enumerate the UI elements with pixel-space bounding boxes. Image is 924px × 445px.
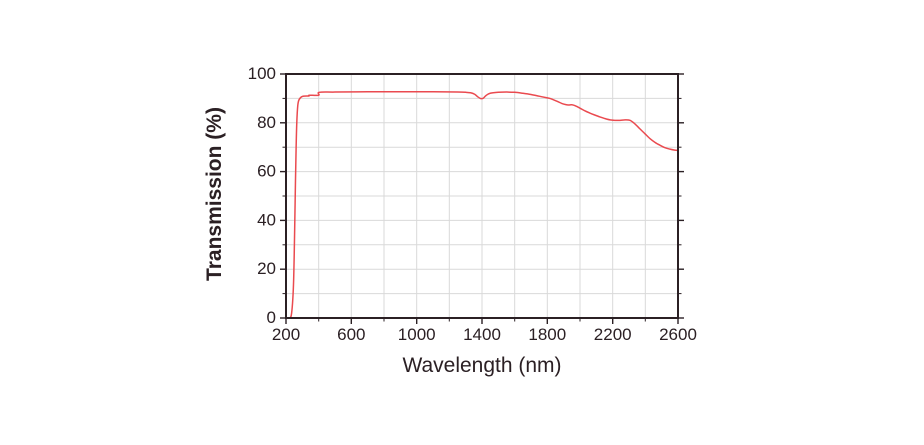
svg-text:1800: 1800: [528, 325, 566, 344]
svg-text:20: 20: [257, 259, 276, 278]
svg-text:200: 200: [272, 325, 300, 344]
svg-text:40: 40: [257, 210, 276, 229]
svg-text:Wavelength (nm): Wavelength (nm): [402, 354, 561, 377]
svg-text:80: 80: [257, 113, 276, 132]
svg-text:2200: 2200: [594, 325, 632, 344]
svg-text:1400: 1400: [463, 325, 501, 344]
svg-text:60: 60: [257, 162, 276, 181]
svg-text:600: 600: [337, 325, 365, 344]
svg-text:100: 100: [248, 64, 276, 83]
svg-text:Transmission (%): Transmission (%): [203, 107, 226, 281]
svg-text:2600: 2600: [659, 325, 697, 344]
svg-text:1000: 1000: [398, 325, 436, 344]
